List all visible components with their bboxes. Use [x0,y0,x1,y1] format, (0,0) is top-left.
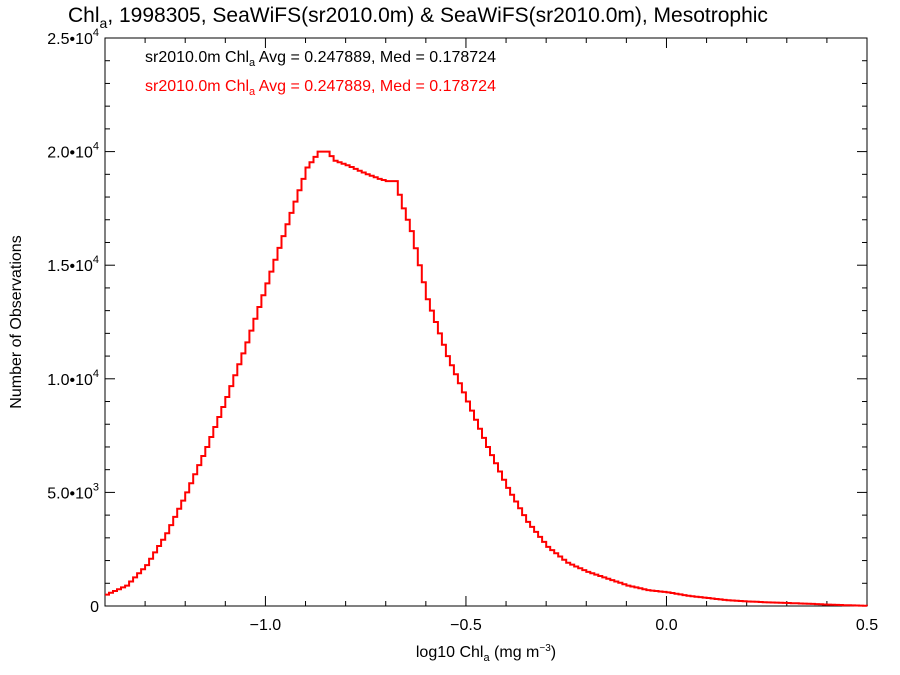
chart-title-subscript: a [100,15,108,31]
y-axis-ticks: 0 5.0•103 1.0•104 1.5•104 2.0•104 2.5•104 [47,27,867,616]
y-axis-label: Number of Observations [8,235,25,408]
x-tick-label: 0.0 [655,617,677,634]
legend: sr2010.0m Chla Avg = 0.247889, Med = 0.1… [145,49,496,98]
x-tick-label: −0.5 [450,617,482,634]
chart-title-prefix: Chl [68,4,100,27]
y-tick-label: 1.0•104 [47,368,99,389]
legend-entry-red: sr2010.0m Chla Avg = 0.247889, Med = 0.1… [145,78,496,98]
series-line-sr2010 [105,150,868,607]
plot-frame [104,37,868,607]
legend-entry-black: sr2010.0m Chla Avg = 0.247889, Med = 0.1… [145,49,496,69]
y-tick-label: 2.0•104 [47,141,99,162]
x-tick-label: 0.5 [856,617,878,634]
y-tick-label: 1.5•104 [47,254,99,275]
chart-title-rest: , 1998305, SeaWiFS(sr2010.0m) & SeaWiFS(… [107,4,768,27]
x-axis-ticks: −1.0 −0.5 0.0 0.5 [104,38,878,634]
y-tick-label: 2.5•104 [47,27,99,48]
y-tick-label: 5.0•103 [47,481,99,502]
y-tick-label: 0 [90,599,99,616]
chart-title: Chla, 1998305, SeaWiFS(sr2010.0m) & SeaW… [68,4,768,31]
x-axis-label: log10 Chla (mg m−3) [416,643,556,664]
x-tick-label: −1.0 [250,617,282,634]
